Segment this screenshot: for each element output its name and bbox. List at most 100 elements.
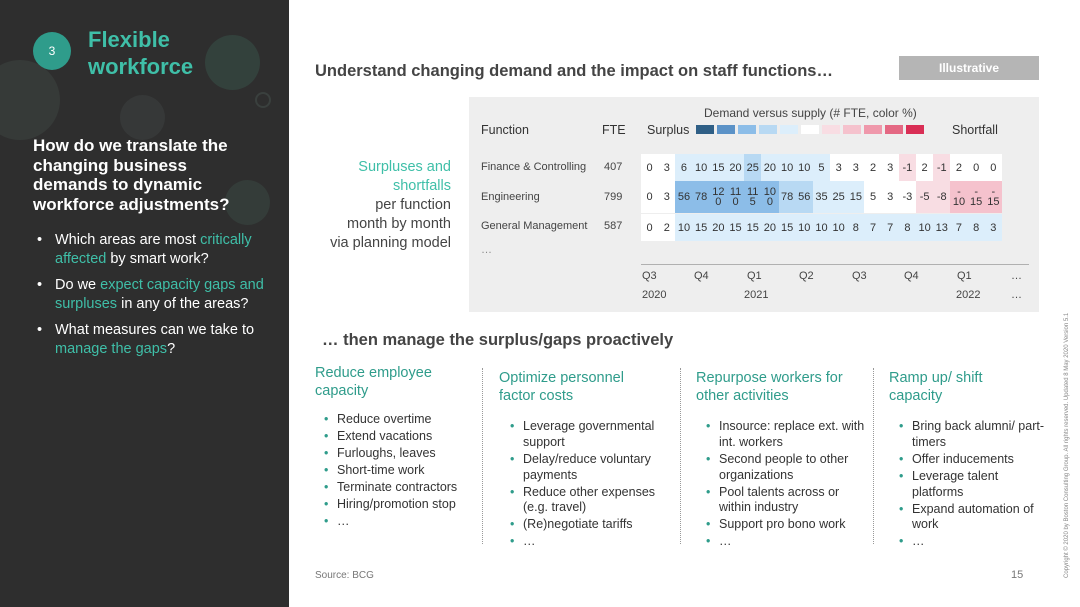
quarter-tick: Q4 xyxy=(694,270,709,282)
heatmap-cell: 15 xyxy=(726,214,745,241)
measure-item: … xyxy=(704,534,869,550)
legend-swatch xyxy=(696,125,714,134)
row-cells: 0 2 10 15 20 15 15 20 15 10 10 10 8 7 7 8 10 13 7 8 3 xyxy=(641,214,1002,241)
heatmap-cell: 2 xyxy=(950,154,968,181)
measure-item: Extend vacations xyxy=(322,429,482,445)
heatmap-cell: 6 xyxy=(675,154,693,181)
question-text: by smart work? xyxy=(106,250,209,267)
heatmap-cell: -3 xyxy=(898,181,916,213)
heatmap-cell: 11 5 xyxy=(744,181,762,213)
heatmap-cell: 3 xyxy=(847,154,865,181)
heatmap-cell: 35 xyxy=(812,181,831,213)
heatmap-cell: 7 xyxy=(950,214,968,241)
legend-swatch xyxy=(738,125,756,134)
heatmap-cell: 15 xyxy=(847,181,865,213)
decor-bubble xyxy=(205,35,260,90)
time-axis-line xyxy=(641,264,1029,265)
heatmap-cell: 0 xyxy=(641,181,659,213)
heatmap-cell: 3 xyxy=(984,214,1002,241)
heatmap-cell: 10 xyxy=(812,214,831,241)
side-label-line: shortfalls xyxy=(392,178,451,194)
heatmap-cell: - 15 xyxy=(984,181,1002,213)
measure-item: Leverage talent platforms xyxy=(897,469,1047,501)
measure-item: (Re)negotiate tariffs xyxy=(508,517,678,533)
heatmap-cell: -1 xyxy=(933,154,951,181)
heatmap-cell: - 15 xyxy=(967,181,985,213)
quarter-tick: Q4 xyxy=(904,270,919,282)
row-label: Finance & Controlling xyxy=(481,161,587,173)
color-scale-legend xyxy=(696,125,924,134)
row-label: Engineering xyxy=(481,191,540,203)
year-tick: 2021 xyxy=(744,289,769,301)
column-divider xyxy=(873,368,874,544)
measure-item: Furloughs, leaves xyxy=(322,446,482,462)
heatmap-cell: 8 xyxy=(847,214,865,241)
heatmap-cell: 2 xyxy=(658,214,676,241)
heatmap-cell: 15 xyxy=(778,214,796,241)
heatmap-cell: 10 xyxy=(778,154,796,181)
question-text: Do we xyxy=(55,277,101,293)
heatmap-cell: 20 xyxy=(709,214,727,241)
measure-item: Bring back alumni/ part-timers xyxy=(897,419,1047,451)
heatmap-cell: 10 0 xyxy=(761,181,779,213)
heatmap-cell: 25 xyxy=(830,181,848,213)
measure-item: Terminate contractors xyxy=(322,480,482,496)
measure-item: Hiring/promotion stop xyxy=(322,497,482,513)
quarter-tick: Q3 xyxy=(852,270,867,282)
heatmap-cell: -8 xyxy=(933,181,951,213)
heatmap-cell: -5 xyxy=(916,181,934,213)
year-tick: … xyxy=(1011,289,1022,301)
row-fte: 407 xyxy=(604,161,623,173)
heatmap-cell: 20 xyxy=(761,154,779,181)
legend-swatch xyxy=(885,125,903,134)
table-title: Demand versus supply (# FTE, color %) xyxy=(704,106,917,120)
measure-column-title: Repurpose workers for other activities xyxy=(696,370,843,404)
measure-column-title: Reduce employee capacity xyxy=(315,365,432,399)
heatmap-cell: 11 0 xyxy=(726,181,745,213)
measure-list: Leverage governmental supportDelay/reduc… xyxy=(508,419,678,551)
heatmap-cell: 3 xyxy=(830,154,848,181)
planning-model-label: Surpluses and shortfalls per function mo… xyxy=(300,158,451,253)
measure-item: … xyxy=(322,514,482,530)
heatmap-cell: 0 xyxy=(967,154,985,181)
heatmap-cell: 3 xyxy=(881,154,899,181)
decor-bubble xyxy=(0,60,60,140)
heatmap-cell: 8 xyxy=(967,214,985,241)
question-item: Which areas are most critically affected… xyxy=(33,231,273,268)
heatmap-cell: 0 xyxy=(641,214,659,241)
heatmap-cell: 2 xyxy=(916,154,934,181)
heatmap-cell: 3 xyxy=(881,181,899,213)
row-fte: 587 xyxy=(604,220,623,232)
legend-swatch xyxy=(780,125,798,134)
left-panel: 3 Flexible workforce How do we translate… xyxy=(0,0,289,607)
question-item: What measures can we take to manage the … xyxy=(33,321,273,358)
heatmap-cell: -1 xyxy=(898,154,916,181)
decor-bubble xyxy=(120,95,165,140)
heatmap-cell: 7 xyxy=(881,214,899,241)
heatmap-cell: 5 xyxy=(864,181,882,213)
heatmap-cell: 10 xyxy=(795,154,813,181)
legend-swatch xyxy=(822,125,840,134)
year-tick: 2022 xyxy=(956,289,981,301)
heatmap-cell: 20 xyxy=(726,154,745,181)
surplus-legend-label: Surplus xyxy=(647,123,690,137)
measure-item: Delay/reduce voluntary payments xyxy=(508,452,678,484)
measure-item: Reduce overtime xyxy=(322,412,482,428)
measure-item: Support pro bono work xyxy=(704,517,869,533)
decor-bubble xyxy=(255,92,271,108)
legend-swatch xyxy=(759,125,777,134)
heatmap-cell: 20 xyxy=(761,214,779,241)
legend-swatch xyxy=(906,125,924,134)
heatmap-cell: 56 xyxy=(795,181,813,213)
measure-item: Pool talents across or within industry xyxy=(704,485,869,517)
side-label-line: per function xyxy=(375,197,451,213)
measure-item: Expand automation of work xyxy=(897,502,1047,534)
key-question: How do we translate the changing busines… xyxy=(33,136,230,214)
heatmap-cell: 7 xyxy=(864,214,882,241)
heatmap-cell: - 10 xyxy=(950,181,968,213)
heatmap-cell: 56 xyxy=(675,181,693,213)
heatmap-cell: 15 xyxy=(744,214,762,241)
row-fte: 799 xyxy=(604,191,623,203)
heatmap-cell: 12 0 xyxy=(709,181,727,213)
quarter-tick: … xyxy=(1011,270,1022,282)
